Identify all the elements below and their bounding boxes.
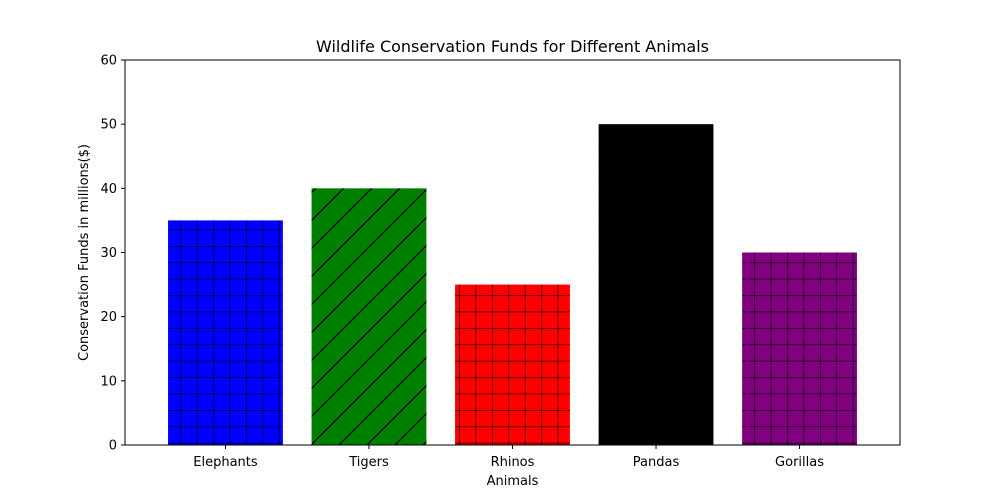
- y-tick-label: 50: [100, 118, 117, 133]
- x-tick-label: Pandas: [633, 455, 680, 470]
- y-tick-label: 10: [100, 374, 117, 389]
- x-axis-ticks: Elephants Tigers Rhinos Pandas Gorillas: [193, 445, 824, 470]
- y-tick-label: 20: [100, 310, 117, 325]
- x-tick-label: Elephants: [193, 455, 258, 470]
- chart-title: Wildlife Conservation Funds for Differen…: [316, 37, 709, 56]
- y-axis-ticks: 0 10 20 30 40 50 60: [100, 54, 125, 454]
- y-tick-label: 0: [109, 439, 117, 454]
- bar-hatch-pandas: [598, 124, 714, 446]
- bars-group: [168, 124, 857, 446]
- x-tick-label: Tigers: [348, 455, 389, 470]
- x-tick-label: Rhinos: [491, 455, 535, 470]
- x-tick-label: Gorillas: [775, 455, 824, 470]
- y-tick-label: 40: [100, 182, 117, 197]
- y-axis-label: Conservation Funds in millions($): [77, 144, 92, 361]
- bar-hatch-tigers: [311, 188, 427, 446]
- x-axis-label: Animals: [487, 474, 539, 489]
- bar-hatch-rhinos: [455, 284, 570, 445]
- bar-hatch-elephants: [168, 220, 283, 445]
- y-tick-label: 30: [100, 246, 117, 261]
- y-tick-label: 60: [100, 54, 117, 69]
- bar-hatch-gorillas: [742, 252, 857, 445]
